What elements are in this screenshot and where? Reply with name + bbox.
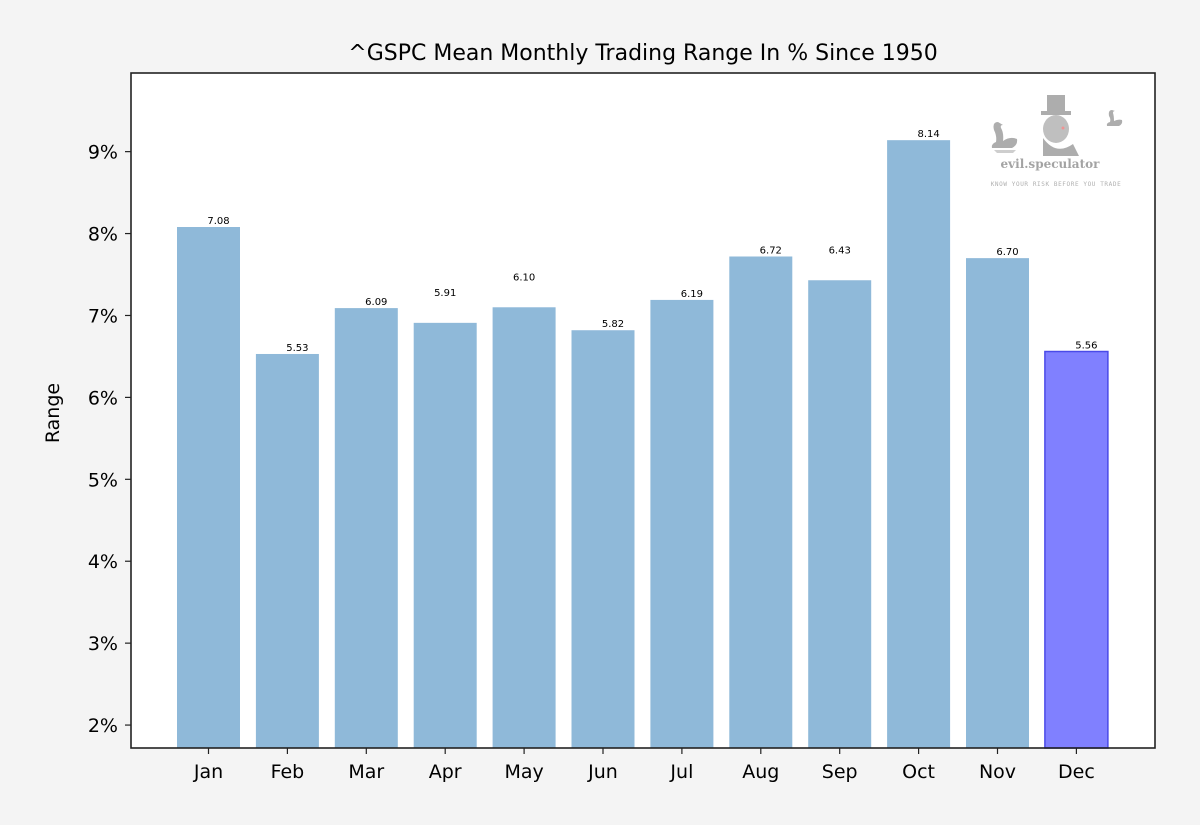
- bar-dec: [1044, 350, 1109, 749]
- x-tick-label-may: May: [504, 761, 543, 783]
- x-tick-label-feb: Feb: [271, 761, 305, 783]
- y-tick-label: 2%: [88, 715, 118, 737]
- bar-jan: [177, 227, 240, 748]
- x-tick-label-jun: Jun: [587, 761, 618, 783]
- y-tick-label: 6%: [88, 387, 118, 409]
- y-tick-label: 3%: [88, 633, 118, 655]
- bar-mar: [334, 308, 398, 748]
- y-tick-label: 4%: [88, 551, 118, 573]
- watermark-logo: evil.speculator KNOW YOUR RISK BEFORE YO…: [991, 95, 1123, 188]
- bar-value-label-sep: 6.43: [829, 245, 851, 256]
- bar-value-label-aug: 6.72: [760, 245, 782, 256]
- swan-right-icon: [1106, 110, 1123, 126]
- x-tick-label-sep: Sep: [822, 761, 858, 783]
- bar-jul: [650, 299, 714, 748]
- x-tick-label-jan: Jan: [193, 761, 223, 783]
- x-tick-label-mar: Mar: [348, 761, 384, 783]
- bar-aug: [729, 256, 793, 748]
- chart-title: ^GSPC Mean Monthly Trading Range In % Si…: [348, 41, 937, 66]
- bar-sep: [808, 280, 872, 748]
- bar-value-label-jun: 5.82: [602, 319, 624, 330]
- watermark-tagline: KNOW YOUR RISK BEFORE YOU TRADE: [991, 181, 1122, 188]
- bar-may: [492, 307, 556, 748]
- bars-group: [177, 140, 1109, 749]
- x-tick-label-oct: Oct: [902, 761, 935, 783]
- x-axis: Jan Feb Mar Apr May Jun Jul Aug Sep Oct Nov Dec: [193, 748, 1095, 783]
- watermark-brand: evil.speculator: [1001, 157, 1101, 171]
- bar-value-label-jul: 6.19: [681, 289, 703, 300]
- bar-apr: [413, 322, 477, 748]
- bar-value-label-oct: 8.14: [917, 129, 939, 140]
- y-tick-label: 7%: [88, 305, 118, 327]
- x-tick-label-jul: Jul: [669, 761, 693, 783]
- x-tick-label-nov: Nov: [979, 761, 1016, 783]
- bar-labels-group: 7.08 5.53 6.09 5.91 6.10 5.82 6.19 6.72 6.43 8.14…: [207, 129, 1097, 354]
- bar-feb: [255, 353, 319, 748]
- x-tick-label-dec: Dec: [1058, 761, 1095, 783]
- bar-value-label-may: 6.10: [513, 272, 535, 283]
- x-tick-label-apr: Apr: [429, 761, 462, 783]
- y-tick-label: 8%: [88, 224, 118, 246]
- gentleman-mascot-icon: [1041, 95, 1079, 156]
- bar-value-label-dec: 5.56: [1075, 341, 1097, 352]
- swan-left-icon: [991, 122, 1018, 153]
- bar-oct: [887, 140, 951, 748]
- bar-value-label-nov: 6.70: [996, 247, 1018, 258]
- y-axis-label: Range: [42, 383, 64, 443]
- bar-value-label-mar: 6.09: [365, 297, 387, 308]
- bar-value-label-jan: 7.08: [207, 216, 229, 227]
- y-tick-label: 5%: [88, 469, 118, 491]
- bar-value-label-feb: 5.53: [286, 343, 308, 354]
- x-tick-label-aug: Aug: [742, 761, 779, 783]
- bar-jun: [571, 330, 635, 748]
- y-tick-label: 9%: [88, 142, 118, 164]
- y-axis: 2% 3% 4% 5% 6% 7% 8% 9%: [88, 142, 131, 737]
- bar-value-label-apr: 5.91: [434, 288, 456, 299]
- bar-nov: [966, 258, 1029, 748]
- plot-frame: [130, 72, 1156, 749]
